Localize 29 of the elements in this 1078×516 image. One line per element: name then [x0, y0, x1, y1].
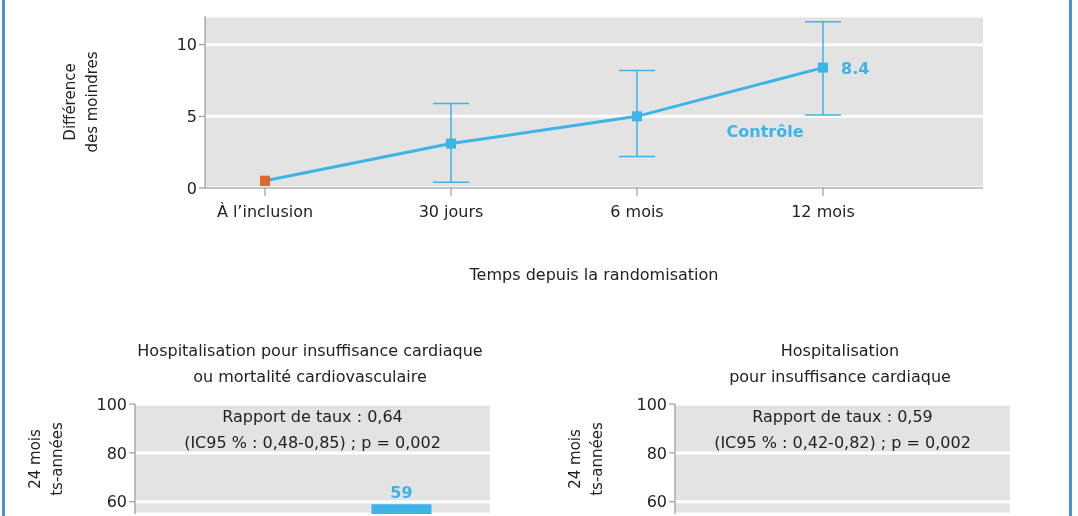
- y-axis-title: 24 mois ts-années: [26, 422, 66, 496]
- chart-title: Hospitalisation pour insuffisance cardiaque: [728, 340, 952, 388]
- data-label: 8.4: [841, 58, 870, 78]
- annotation: Rapport de taux : 0,59: [751, 406, 934, 428]
- y-tick-label: 80: [106, 443, 127, 463]
- annotation: (IC95 % : 0,48-0,85) ; p = 0,002: [183, 432, 442, 454]
- x-axis-title: Temps depuis la randomisation: [468, 265, 719, 284]
- chart-title: Hospitalisation pour insuffisance cardiaque ou mortalité cardiovasculaire: [136, 340, 484, 388]
- series-label: Contrôle: [726, 122, 804, 142]
- y-tick-label: 100: [96, 394, 127, 414]
- x-tick-label: À l’inclusion: [216, 202, 314, 222]
- y-tick-label: 10: [176, 35, 197, 55]
- annotation: Rapport de taux : 0,64: [221, 406, 404, 428]
- x-tick-label: 12 mois: [791, 202, 855, 222]
- y-tick-label: 60: [646, 492, 667, 512]
- y-axis-title: Différence des moindres: [61, 51, 101, 153]
- x-tick-label: 30 jours: [418, 202, 484, 222]
- point: [632, 111, 642, 122]
- y-axis-title: 24 mois ts-années: [566, 422, 606, 496]
- point: [818, 62, 828, 73]
- data-label: 59: [390, 483, 413, 503]
- annotation: (IC95 % : 0,42-0,82) ; p = 0,002: [713, 432, 972, 454]
- y-tick-label: 80: [646, 443, 667, 463]
- x-tick-label: 6 mois: [610, 202, 664, 222]
- point: [446, 138, 456, 149]
- y-tick-label: 100: [636, 394, 667, 414]
- y-tick-label: 0: [186, 178, 197, 198]
- y-tick-label: 5: [186, 107, 197, 127]
- y-tick-label: 60: [106, 492, 127, 512]
